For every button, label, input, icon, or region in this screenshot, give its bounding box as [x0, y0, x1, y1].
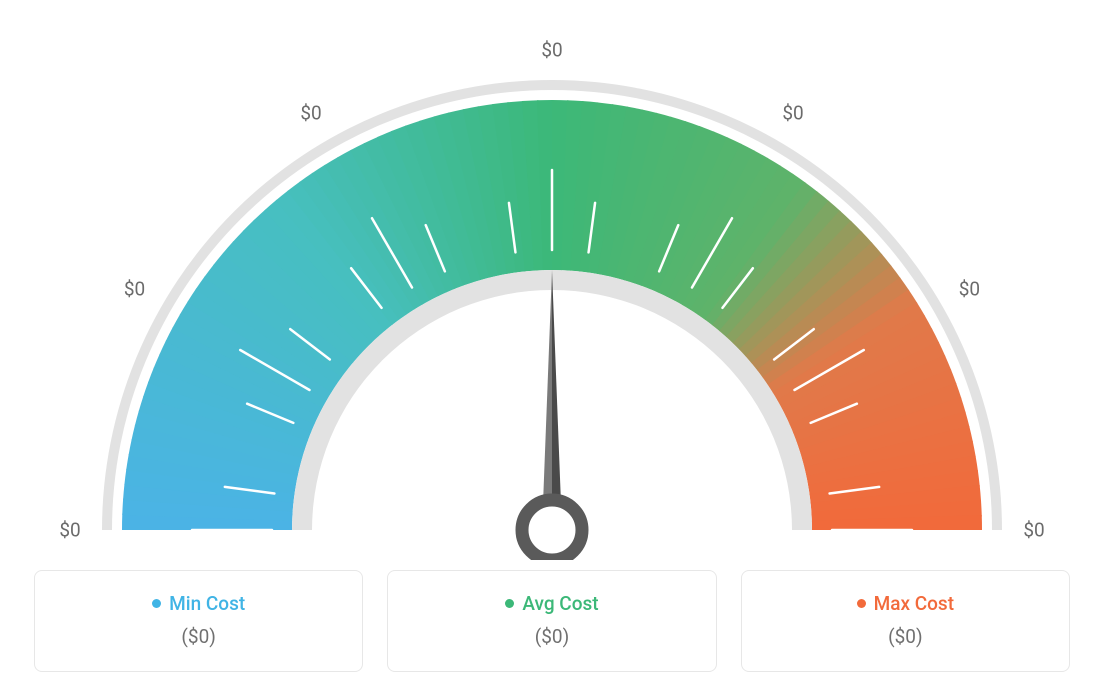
legend-title-max: Max Cost [874, 592, 954, 615]
legend-dot-min [152, 599, 161, 608]
gauge-chart: $0 $0 $0 $0 $0 $0 $0 [0, 0, 1104, 555]
legend-card-max: Max Cost ($0) [741, 570, 1070, 672]
legend-dot-avg [505, 599, 514, 608]
gauge-needle [542, 270, 552, 530]
gauge-tick-label: $0 [541, 39, 562, 62]
legend-value-max: ($0) [888, 625, 922, 648]
legend-card-min: Min Cost ($0) [34, 570, 363, 672]
legend-value-min: ($0) [181, 625, 215, 648]
gauge-svg [0, 0, 1104, 560]
gauge-tick-label: $0 [782, 101, 803, 124]
legend-title-row: Max Cost [857, 592, 954, 615]
legend-title-row: Min Cost [152, 592, 245, 615]
gauge-needle-hub [522, 500, 582, 560]
gauge-tick-label: $0 [959, 278, 980, 301]
legend-row: Min Cost ($0) Avg Cost ($0) Max Cost ($0… [0, 570, 1104, 690]
gauge-tick-label: $0 [1023, 519, 1044, 542]
legend-card-avg: Avg Cost ($0) [387, 570, 716, 672]
gauge-tick-label: $0 [300, 101, 321, 124]
legend-value-avg: ($0) [535, 625, 569, 648]
gauge-tick-label: $0 [124, 278, 145, 301]
legend-title-min: Min Cost [169, 592, 245, 615]
legend-title-row: Avg Cost [505, 592, 598, 615]
legend-title-avg: Avg Cost [522, 592, 598, 615]
legend-dot-max [857, 599, 866, 608]
gauge-tick-label: $0 [59, 519, 80, 542]
